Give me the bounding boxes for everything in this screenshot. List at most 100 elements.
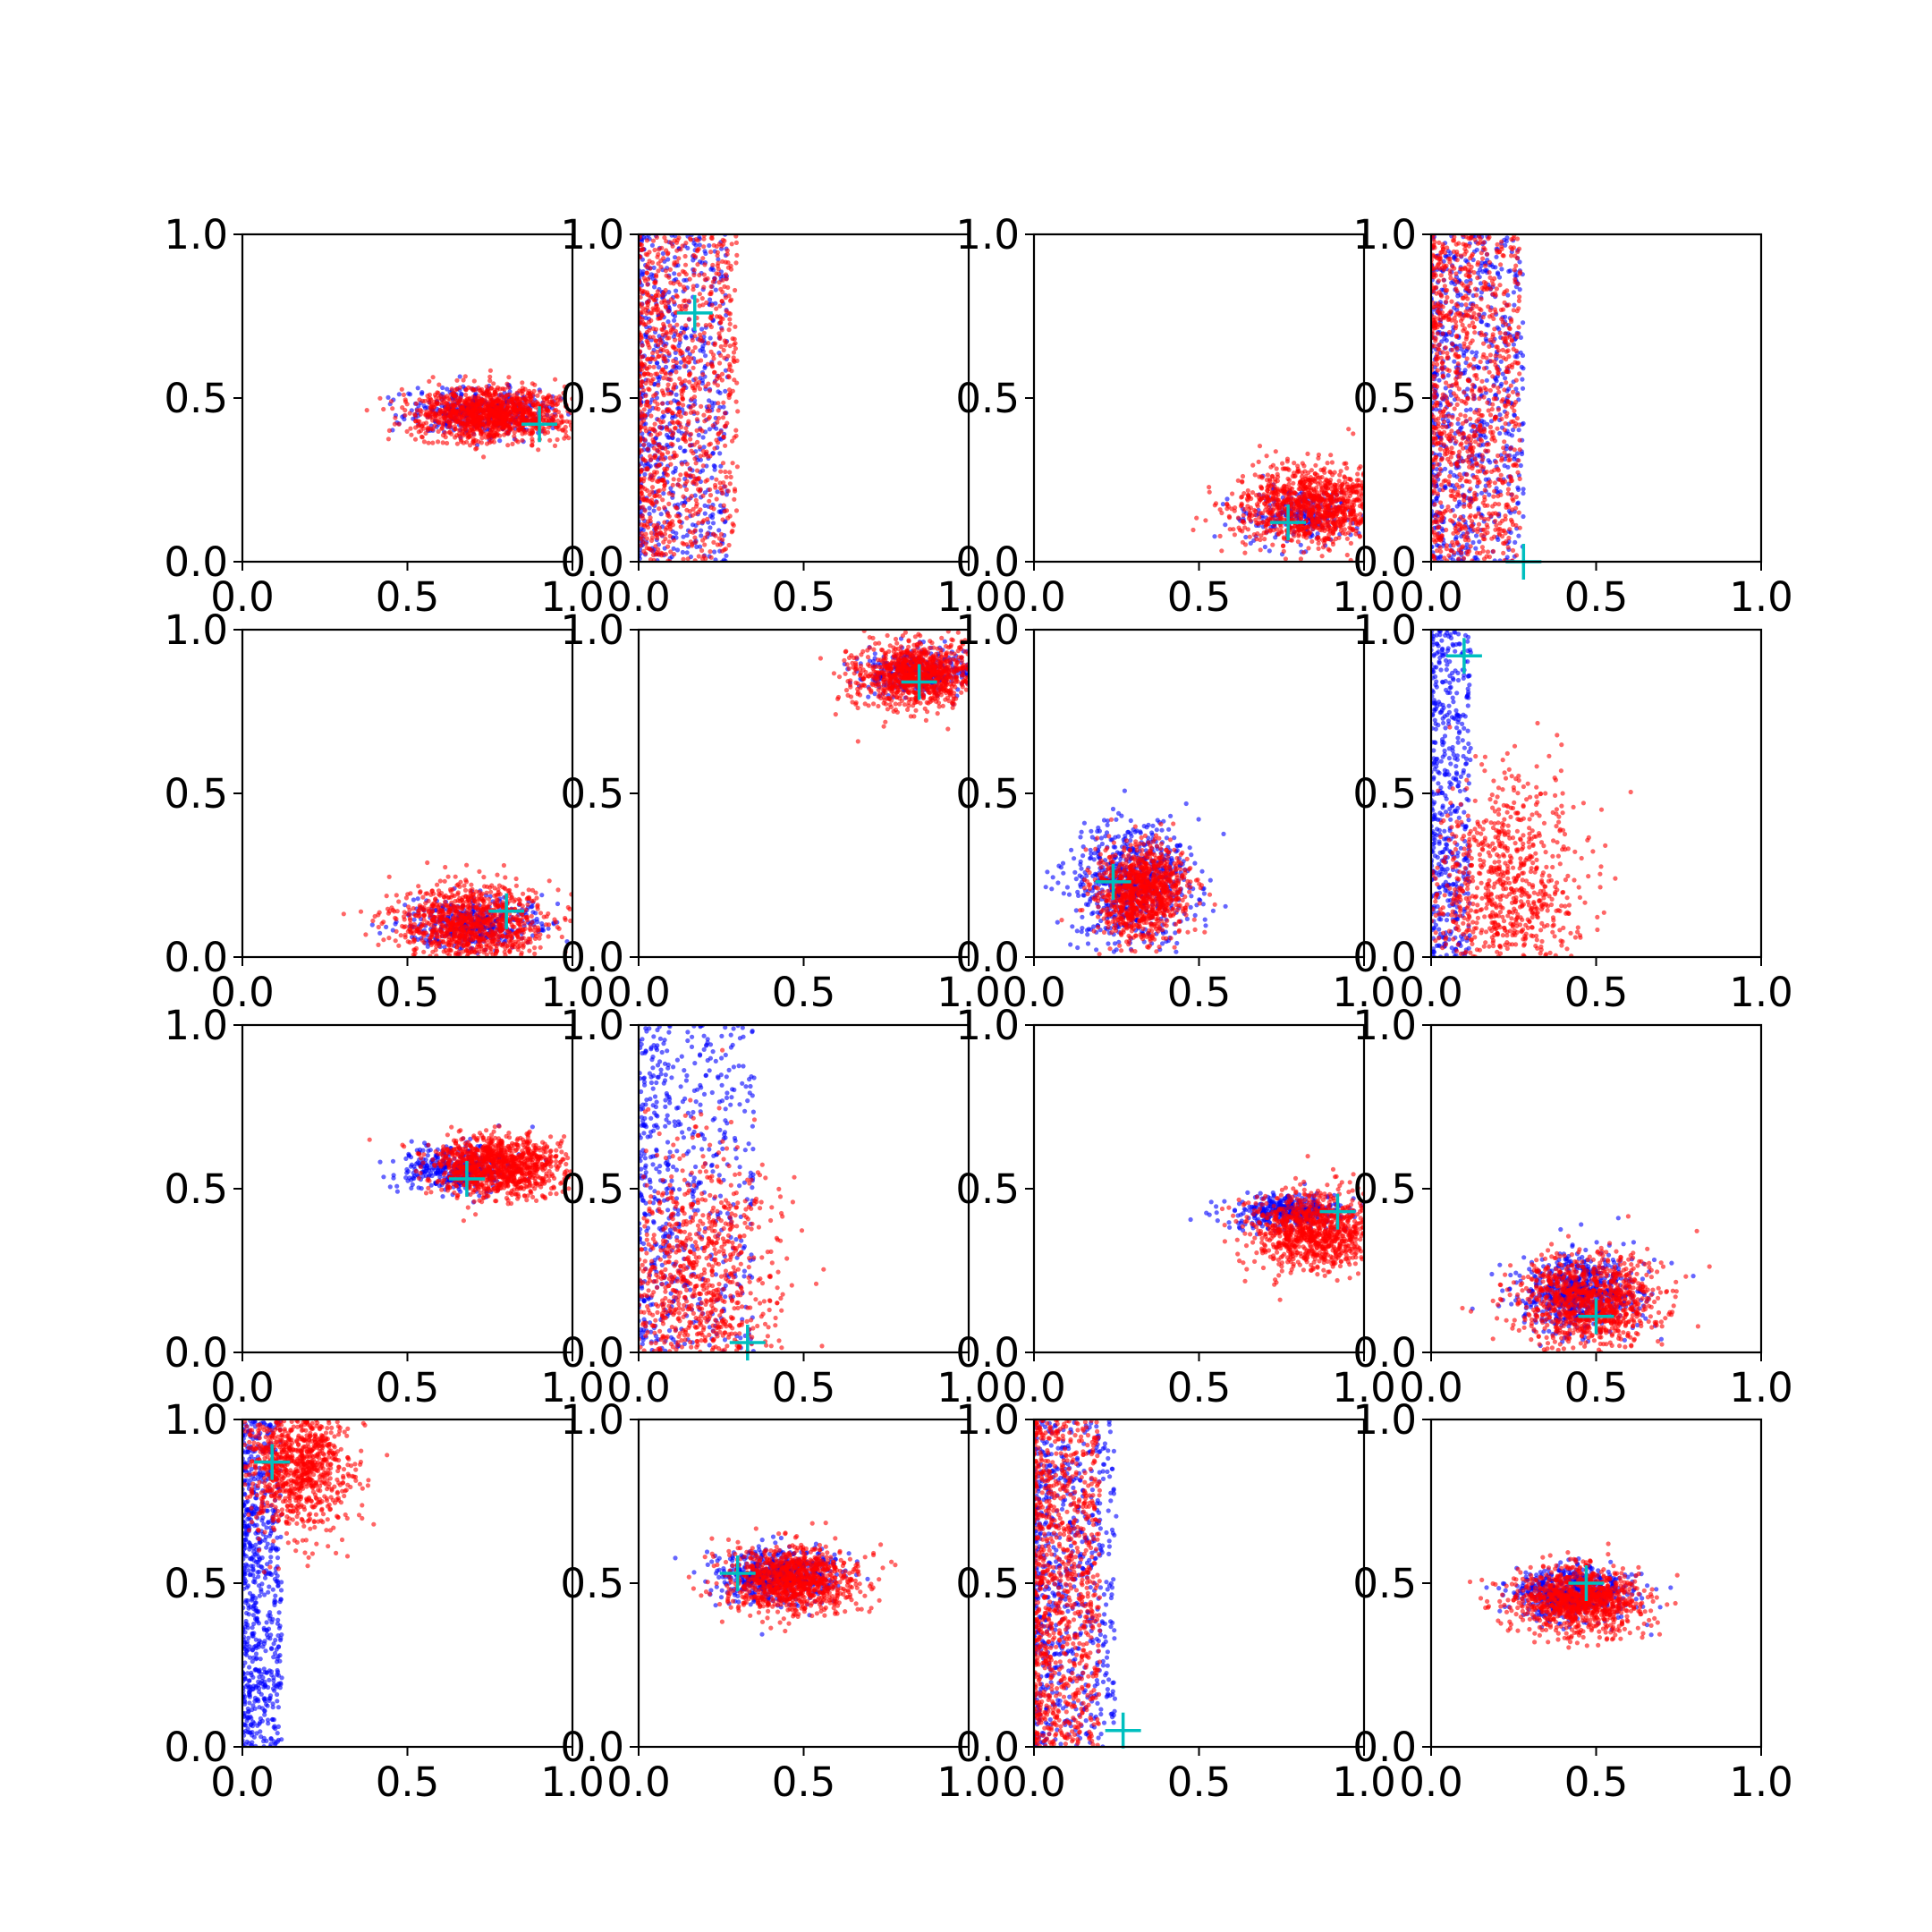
scatter-point-series-2 — [647, 387, 652, 393]
scatter-point-series-2 — [644, 536, 649, 541]
scatter-point-series-2 — [714, 314, 720, 319]
scatter-point-series-1 — [1496, 275, 1503, 280]
scatter-point-series-2 — [1309, 492, 1314, 497]
scatter-point-series-1 — [678, 360, 684, 365]
scatter-point-series-2 — [668, 297, 674, 302]
scatter-point-series-2 — [693, 511, 699, 516]
scatter-point-series-2 — [1328, 482, 1334, 488]
scatter-point-series-2 — [695, 411, 700, 416]
scatter-point-series-2 — [1329, 460, 1335, 465]
scatter-point-series-2 — [545, 413, 551, 419]
y-tick-label: 0.5 — [955, 375, 1020, 422]
scatter-point-series-2 — [667, 323, 673, 328]
scatter-point-series-1 — [1223, 522, 1228, 528]
scatter-point-series-2 — [1348, 477, 1353, 483]
scatter-point-series-2 — [461, 433, 466, 438]
scatter-point-series-2 — [1298, 511, 1303, 516]
scatter-point-series-2 — [484, 384, 489, 389]
scatter-point-series-2 — [707, 442, 712, 447]
scatter-point-series-2 — [1336, 479, 1342, 484]
scatter-point-series-2 — [733, 346, 739, 352]
scatter-point-series-2 — [427, 378, 432, 384]
scatter-point-series-2 — [470, 438, 477, 444]
scatter-point-series-2 — [733, 260, 739, 266]
scatter-point-series-2 — [388, 399, 394, 404]
scatter-point-series-2 — [691, 272, 697, 278]
scatter-point-series-2 — [678, 381, 684, 386]
scatter-point-series-2 — [646, 343, 651, 348]
scatter-point-series-2 — [671, 281, 676, 286]
scatter-point-series-2 — [1322, 540, 1327, 547]
scatter-point-series-2 — [671, 477, 676, 482]
scatter-point-series-2 — [487, 378, 493, 384]
scatter-point-series-2 — [426, 397, 431, 402]
scatter-point-series-2 — [653, 338, 659, 343]
scatter-point-series-1 — [1499, 267, 1504, 272]
scatter-point-series-1 — [651, 265, 657, 270]
scatter-point-series-1 — [1436, 377, 1442, 383]
scatter-point-series-2 — [560, 428, 565, 433]
scatter-point-series-2 — [734, 252, 740, 258]
centroid-marker — [521, 406, 558, 443]
scatter-point-series-2 — [691, 506, 696, 513]
scatter-point-series-2 — [1319, 474, 1325, 480]
scatter-point-series-2 — [473, 446, 479, 452]
scatter-point-series-2 — [712, 380, 717, 386]
scatter-point-series-2 — [640, 288, 646, 293]
scatter-point-series-2 — [436, 439, 441, 445]
scatter-point-series-2 — [650, 501, 656, 506]
scatter-point-series-2 — [644, 270, 649, 275]
scatter-point-series-2 — [1265, 472, 1270, 478]
scatter-point-series-1 — [1514, 451, 1521, 456]
scatter-point-series-2 — [1286, 481, 1292, 487]
scatter-point-series-2 — [656, 251, 661, 257]
scatter-point-series-2 — [727, 343, 733, 349]
scatter-point-series-1 — [703, 353, 708, 359]
scatter-point-series-1 — [660, 415, 665, 420]
scatter-point-series-2 — [657, 506, 662, 512]
scatter-point-series-2 — [728, 474, 733, 480]
scatter-point-series-2 — [691, 284, 696, 289]
scatter-point-series-1 — [690, 522, 696, 528]
scatter-point-series-2 — [491, 381, 496, 386]
scatter-point-series-2 — [702, 542, 708, 547]
scatter-point-series-2 — [648, 538, 655, 544]
scatter-point-series-2 — [721, 503, 726, 508]
scatter-point-series-2 — [1306, 546, 1311, 551]
scatter-point-series-2 — [720, 517, 725, 522]
scatter-point-series-1 — [1486, 323, 1491, 328]
scatter-point-series-2 — [1342, 527, 1347, 532]
scatter-point-series-2 — [400, 405, 405, 411]
scatter-point-series-2 — [648, 457, 654, 462]
scatter-point-series-2 — [522, 397, 529, 402]
scatter-point-series-2 — [686, 317, 691, 322]
scatter-point-series-2 — [564, 419, 570, 424]
scatter-point-series-2 — [726, 393, 732, 398]
scatter-point-series-2 — [668, 240, 674, 245]
scatter-point-series-1 — [654, 360, 660, 366]
scatter-point-series-2 — [512, 429, 517, 435]
scatter-point-series-2 — [707, 408, 713, 413]
scatter-point-series-2 — [1246, 492, 1251, 498]
scatter-point-series-2 — [723, 272, 729, 277]
scatter-point-series-2 — [730, 461, 735, 466]
scatter-point-series-2 — [717, 303, 723, 309]
scatter-point-series-2 — [467, 396, 472, 402]
scatter-point-series-2 — [706, 341, 711, 346]
scatter-point-series-2 — [1331, 510, 1337, 516]
x-tick-label: 0.5 — [1167, 573, 1232, 621]
scatter-point-series-2 — [1307, 513, 1312, 519]
scatter-point-series-2 — [687, 443, 693, 448]
scatter-point-series-2 — [650, 326, 657, 331]
scatter-point-series-2 — [487, 429, 494, 435]
scatter-point-series-2 — [647, 258, 652, 264]
scatter-point-series-2 — [639, 522, 644, 528]
scatter-point-series-2 — [715, 250, 721, 255]
scatter-point-series-2 — [691, 287, 696, 292]
scatter-point-series-2 — [477, 399, 482, 404]
scatter-point-series-2 — [648, 413, 654, 419]
scatter-point-series-2 — [1316, 540, 1321, 547]
scatter-point-series-2 — [732, 342, 737, 347]
scatter-point-series-2 — [660, 410, 666, 415]
scatter-point-series-2 — [703, 384, 708, 389]
